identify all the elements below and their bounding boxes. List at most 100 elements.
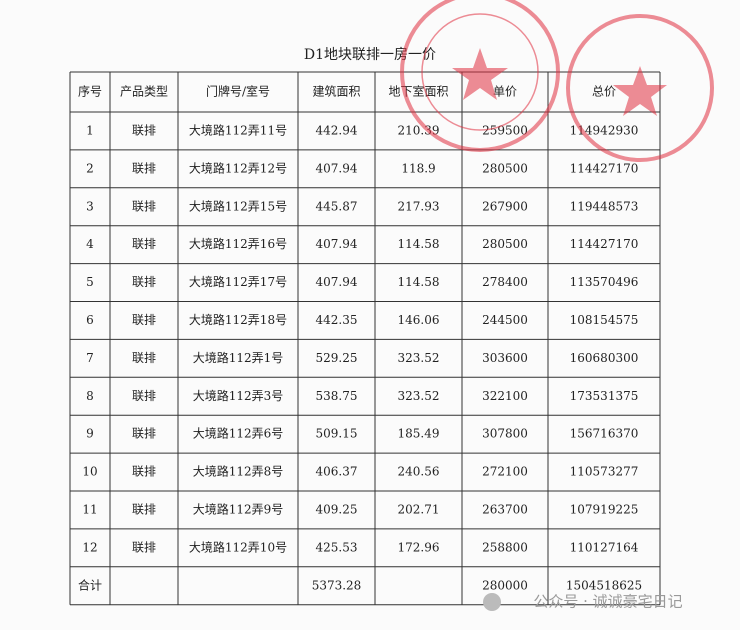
cell: 大境路112弄11号 (189, 122, 287, 137)
cell: 6 (86, 313, 94, 327)
cell: 10 (82, 465, 97, 479)
cell: 4 (86, 237, 94, 251)
cell: 118.9 (401, 161, 435, 175)
cell: 1 (86, 123, 94, 137)
cell: 259500 (482, 123, 528, 137)
stamp-star (452, 48, 508, 100)
cell: 大境路112弄1号 (193, 350, 284, 365)
cell: 322100 (482, 389, 528, 403)
cell: 303600 (482, 351, 528, 365)
table: 序号 产品类型 门牌号/室号 建筑面积 地下室面积 单价 总价1 联排 大境路112弄11号 44… (69, 71, 661, 606)
cell: 5 (86, 275, 94, 289)
cell: 406.37 (316, 465, 358, 479)
cell: 442.94 (316, 123, 358, 137)
cell: 409.25 (316, 502, 358, 516)
cell: 272100 (482, 465, 528, 479)
cell: 442.35 (316, 313, 358, 327)
cell: 110127164 (570, 540, 639, 554)
cell: 173531375 (570, 389, 639, 403)
cell: 119448573 (570, 199, 639, 213)
cell: 大境路112弄16号 (189, 236, 287, 251)
cell: 146.06 (398, 313, 440, 327)
cell: 12 (82, 540, 97, 554)
cell: 联排 (132, 389, 156, 403)
cell: 7 (86, 351, 94, 365)
cell: 110573277 (570, 465, 639, 479)
cell: 2 (86, 161, 94, 175)
cell: 278400 (482, 275, 528, 289)
header-cell: 建筑面积 (312, 84, 360, 99)
cell: 280500 (482, 161, 528, 175)
cell: 172.96 (398, 540, 440, 554)
cell: 263700 (482, 502, 528, 516)
cell: 8 (86, 389, 94, 403)
cell: 大境路112弄17号 (189, 274, 287, 289)
header-cell: 门牌号/室号 (206, 84, 270, 99)
cell: 联排 (132, 465, 156, 479)
cell: 529.25 (316, 351, 358, 365)
cell: 联排 (132, 275, 156, 289)
cell: 202.71 (398, 502, 440, 516)
cell: 280500 (482, 237, 528, 251)
cell: 244500 (482, 313, 528, 327)
cell: 联排 (132, 237, 156, 251)
cell: 267900 (482, 199, 528, 213)
cell: 445.87 (316, 199, 358, 213)
cell: 大境路112弄9号 (193, 501, 284, 516)
total-area: 5373.28 (312, 578, 362, 592)
header-cell: 单价 (493, 85, 517, 99)
cell: 108154575 (570, 313, 639, 327)
cell: 大境路112弄10号 (189, 539, 287, 554)
cell: 407.94 (316, 161, 358, 175)
header-cell: 产品类型 (120, 85, 168, 99)
cell: 大境路112弄3号 (193, 388, 284, 403)
cell: 大境路112弄15号 (189, 198, 287, 213)
cell: 217.93 (398, 199, 440, 213)
cell: 大境路112弄18号 (189, 312, 287, 327)
cell: 323.52 (398, 351, 440, 365)
doc-title: D1地块联排一房一价 (304, 47, 436, 63)
cell: 联排 (132, 313, 156, 327)
cell: 538.75 (316, 389, 358, 403)
cell: 114427170 (570, 237, 639, 251)
cell: 323.52 (398, 389, 440, 403)
cell: 407.94 (316, 237, 358, 251)
cell: 240.56 (398, 465, 440, 479)
cell: 185.49 (398, 427, 440, 441)
cell: 156716370 (570, 427, 639, 441)
cell: 9 (86, 427, 94, 441)
cell: 425.53 (316, 540, 358, 554)
cell: 11 (82, 502, 97, 516)
cell: 210.39 (398, 123, 440, 137)
cell: 113570496 (570, 275, 639, 289)
cell: 联排 (132, 540, 156, 554)
cell: 联排 (132, 123, 156, 137)
cell: 114.58 (398, 237, 440, 251)
cell: 大境路112弄6号 (193, 426, 284, 441)
cell: 大境路112弄8号 (193, 464, 284, 479)
watermark: 公众号 · 诚诚豪宅日记 (533, 593, 682, 611)
cell: 联排 (132, 199, 156, 213)
stamp (566, 14, 714, 162)
cell: 联排 (132, 427, 156, 441)
stamp (400, 0, 560, 152)
cell: 114427170 (570, 161, 639, 175)
cell: 509.15 (316, 427, 358, 441)
total-unit-price: 280000 (482, 578, 528, 592)
cell: 114.58 (398, 275, 440, 289)
cell: 160680300 (570, 351, 639, 365)
cell: 107919225 (570, 502, 639, 516)
cell: 大境路112弄12号 (189, 160, 287, 175)
cell: 联排 (132, 161, 156, 175)
stamps (400, 0, 714, 162)
cell: 258800 (482, 540, 528, 554)
total-label: 合计 (78, 577, 102, 592)
cell: 3 (86, 199, 94, 213)
watermark-icon (483, 593, 501, 611)
cell: 联排 (132, 502, 156, 516)
header-cell: 总价 (592, 85, 616, 99)
cell: 407.94 (316, 275, 358, 289)
header-cell: 序号 (78, 84, 102, 99)
